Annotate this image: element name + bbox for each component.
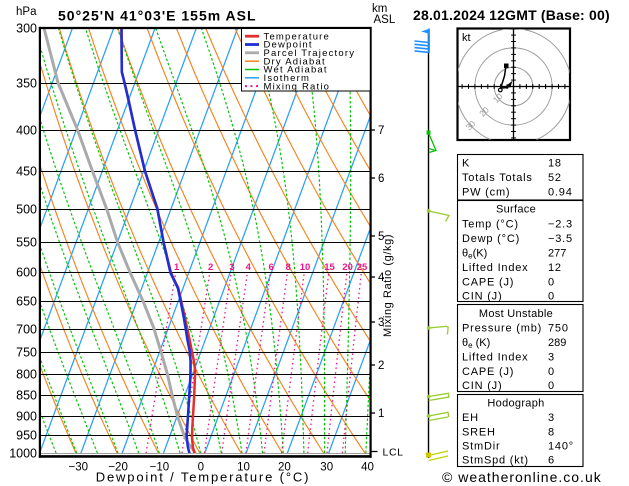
svg-text:CAPE (J): CAPE (J) bbox=[462, 277, 514, 289]
svg-text:8: 8 bbox=[548, 427, 555, 439]
svg-text:950: 950 bbox=[16, 429, 37, 443]
svg-text:28.01.2024 12GMT (Base: 00): 28.01.2024 12GMT (Base: 00) bbox=[413, 7, 610, 23]
svg-text:6: 6 bbox=[548, 455, 555, 467]
svg-text:1000: 1000 bbox=[9, 447, 37, 461]
svg-text:6: 6 bbox=[378, 173, 384, 185]
svg-text:PW (cm): PW (cm) bbox=[462, 187, 510, 199]
svg-text:750: 750 bbox=[16, 346, 37, 360]
svg-text:hPa: hPa bbox=[16, 6, 37, 18]
svg-text:CIN (J): CIN (J) bbox=[462, 291, 502, 303]
svg-text:450: 450 bbox=[16, 165, 37, 179]
svg-text:Hodograph: Hodograph bbox=[487, 398, 544, 410]
svg-text:2: 2 bbox=[378, 360, 384, 372]
svg-text:0: 0 bbox=[548, 277, 555, 289]
svg-text:StmDir: StmDir bbox=[462, 441, 500, 453]
svg-text:20: 20 bbox=[342, 262, 353, 273]
svg-text:Surface: Surface bbox=[496, 204, 536, 216]
svg-text:0: 0 bbox=[548, 380, 555, 392]
svg-text:EH: EH bbox=[462, 412, 479, 424]
svg-text:52: 52 bbox=[548, 172, 562, 184]
svg-text:0.94: 0.94 bbox=[548, 187, 573, 199]
svg-text:2: 2 bbox=[208, 262, 213, 273]
svg-text:20: 20 bbox=[278, 462, 291, 474]
svg-text:3: 3 bbox=[548, 352, 555, 364]
svg-text:800: 800 bbox=[16, 368, 37, 382]
svg-text:8: 8 bbox=[286, 262, 291, 273]
svg-text:4: 4 bbox=[246, 262, 252, 273]
svg-text:850: 850 bbox=[16, 389, 37, 403]
svg-text:0: 0 bbox=[198, 462, 204, 474]
svg-text:3: 3 bbox=[548, 412, 555, 424]
svg-text:50°25'N 41°03'E 155m ASL: 50°25'N 41°03'E 155m ASL bbox=[58, 8, 257, 24]
svg-text:SREH: SREH bbox=[462, 427, 496, 439]
svg-text:θe(K): θe(K) bbox=[462, 248, 487, 261]
svg-text:1: 1 bbox=[378, 408, 384, 420]
svg-text:Mixing Ratio: Mixing Ratio bbox=[264, 81, 331, 92]
svg-text:500: 500 bbox=[16, 203, 37, 217]
svg-text:Temperature: Temperature bbox=[264, 31, 331, 42]
svg-text:4: 4 bbox=[378, 272, 385, 284]
svg-text:277: 277 bbox=[548, 248, 566, 260]
svg-text:ASL: ASL bbox=[374, 14, 396, 26]
svg-text:© weatheronline.co.uk: © weatheronline.co.uk bbox=[442, 469, 602, 485]
svg-text:Pressure (mb): Pressure (mb) bbox=[462, 323, 542, 335]
svg-text:1: 1 bbox=[174, 262, 180, 273]
svg-text:289: 289 bbox=[548, 337, 566, 349]
svg-text:10: 10 bbox=[237, 462, 250, 474]
svg-text:600: 600 bbox=[16, 266, 37, 280]
svg-text:km: km bbox=[372, 3, 387, 15]
svg-text:Temp (°C): Temp (°C) bbox=[462, 219, 519, 231]
svg-text:700: 700 bbox=[16, 323, 37, 337]
svg-text:140°: 140° bbox=[548, 441, 574, 453]
svg-text:5: 5 bbox=[378, 231, 384, 243]
svg-text:StmSpd (kt): StmSpd (kt) bbox=[462, 455, 529, 467]
svg-text:900: 900 bbox=[16, 410, 37, 424]
svg-text:18: 18 bbox=[548, 158, 562, 170]
svg-text:300: 300 bbox=[16, 22, 37, 36]
svg-text:12: 12 bbox=[548, 262, 562, 274]
svg-text:−2.3: −2.3 bbox=[548, 219, 573, 231]
svg-text:750: 750 bbox=[548, 323, 569, 335]
svg-text:Totals Totals: Totals Totals bbox=[462, 172, 533, 184]
svg-text:Wet Adiabat: Wet Adiabat bbox=[264, 65, 328, 76]
svg-text:−20: −20 bbox=[108, 462, 128, 474]
svg-text:Lifted Index: Lifted Index bbox=[462, 352, 528, 364]
svg-text:−3.5: −3.5 bbox=[548, 233, 573, 245]
svg-text:Dewpoint: Dewpoint bbox=[264, 40, 313, 51]
svg-text:Dewp (°C): Dewp (°C) bbox=[462, 233, 520, 245]
svg-text:3: 3 bbox=[378, 317, 384, 329]
svg-text:3: 3 bbox=[229, 262, 234, 273]
svg-text:CAPE (J): CAPE (J) bbox=[462, 366, 514, 378]
svg-text:550: 550 bbox=[16, 236, 37, 250]
svg-text:0: 0 bbox=[548, 366, 555, 378]
svg-text:Mixing Ratio (g/kg): Mixing Ratio (g/kg) bbox=[382, 234, 394, 337]
svg-text:θe (K): θe (K) bbox=[462, 337, 490, 350]
svg-text:Isotherm: Isotherm bbox=[264, 73, 311, 84]
svg-text:0: 0 bbox=[548, 291, 555, 303]
svg-text:10: 10 bbox=[300, 262, 311, 273]
svg-text:−10: −10 bbox=[150, 462, 170, 474]
svg-text:Lifted Index: Lifted Index bbox=[462, 262, 528, 274]
svg-text:K: K bbox=[462, 158, 470, 170]
svg-text:kt: kt bbox=[462, 32, 471, 44]
svg-text:400: 400 bbox=[16, 124, 37, 138]
svg-text:Most Unstable: Most Unstable bbox=[479, 308, 553, 320]
svg-text:7: 7 bbox=[378, 125, 384, 137]
svg-text:CIN (J): CIN (J) bbox=[462, 380, 502, 392]
svg-text:LCL: LCL bbox=[383, 447, 404, 459]
svg-text:350: 350 bbox=[16, 77, 37, 91]
svg-text:−30: −30 bbox=[69, 462, 89, 474]
svg-text:40: 40 bbox=[361, 462, 374, 474]
svg-text:30: 30 bbox=[320, 462, 333, 474]
svg-text:Dewpoint / Temperature (°C): Dewpoint / Temperature (°C) bbox=[96, 470, 311, 485]
svg-text:6: 6 bbox=[268, 262, 273, 273]
svg-text:Parcel Trajectory: Parcel Trajectory bbox=[264, 48, 356, 59]
svg-text:650: 650 bbox=[16, 295, 37, 309]
svg-text:25: 25 bbox=[357, 262, 368, 273]
svg-text:Dry Adiabat: Dry Adiabat bbox=[264, 56, 326, 67]
svg-text:15: 15 bbox=[324, 262, 335, 273]
